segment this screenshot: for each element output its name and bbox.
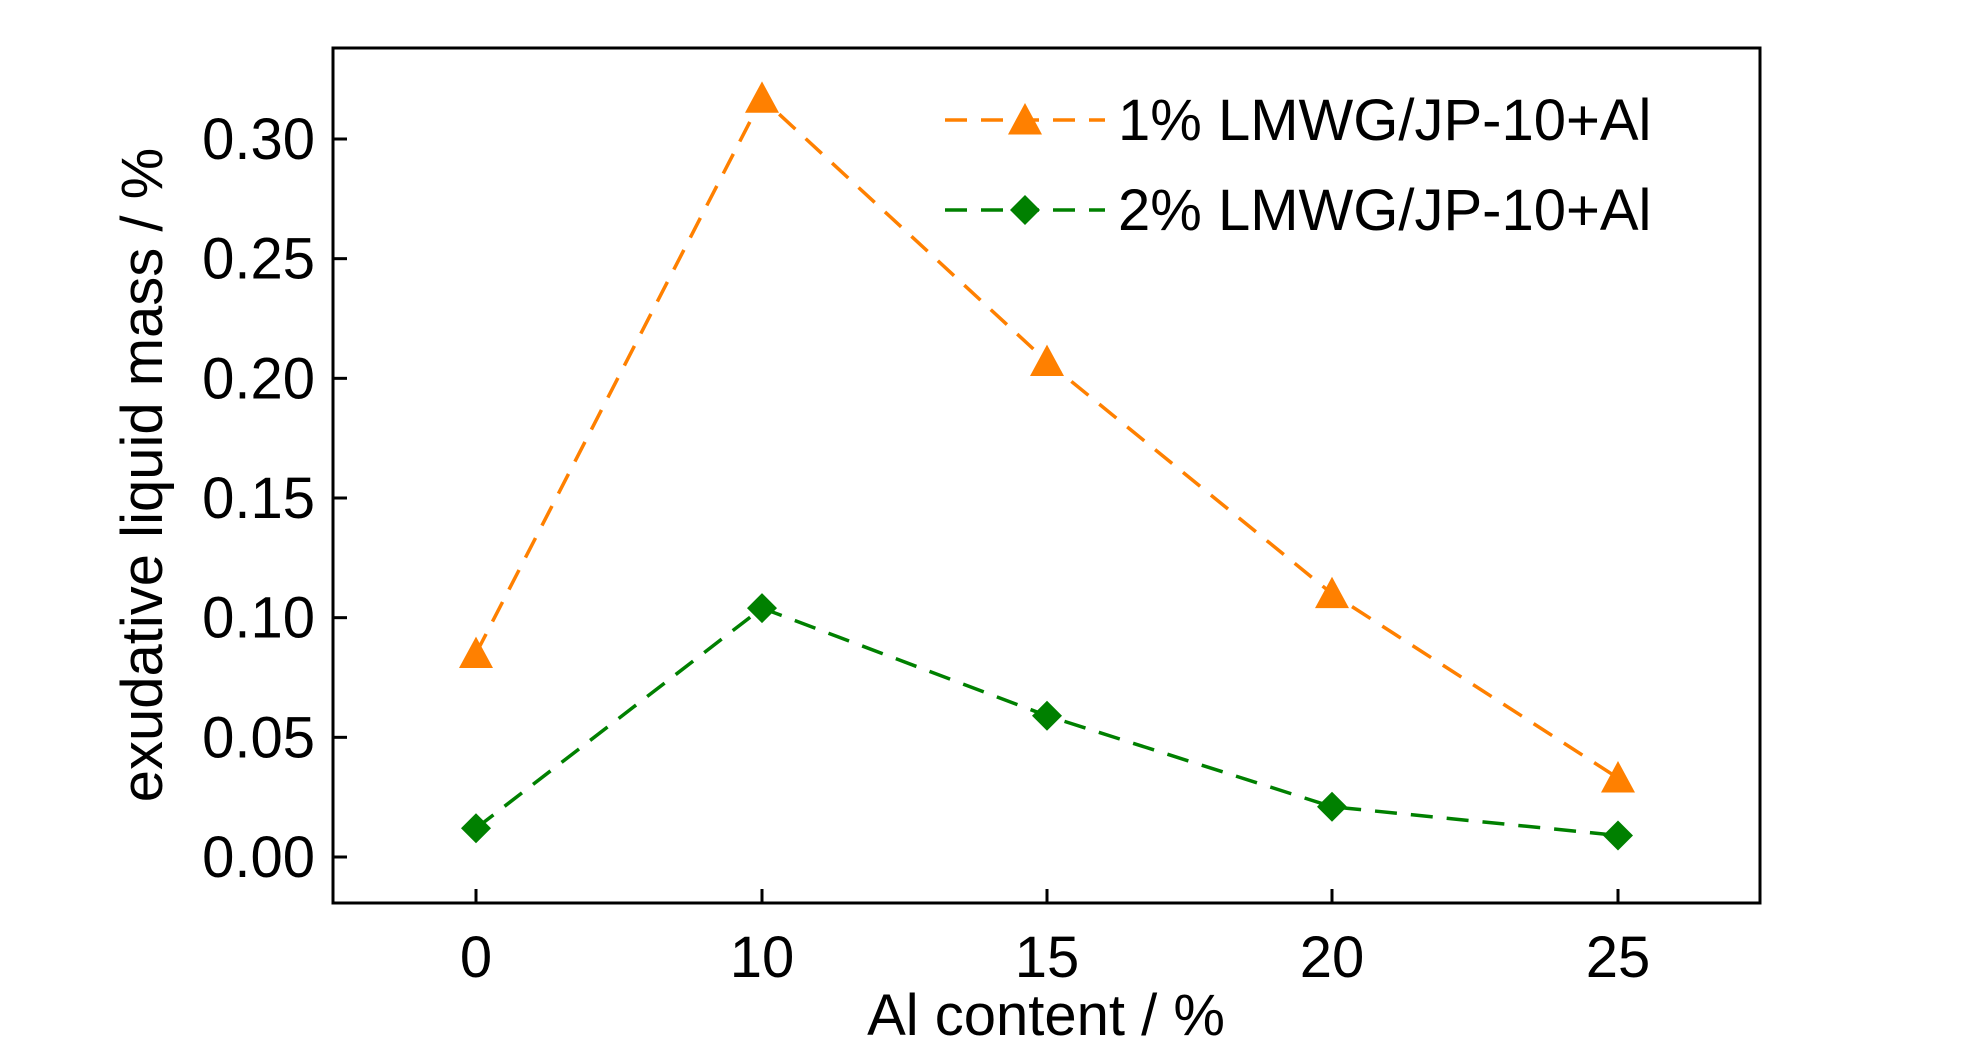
- y-tick-label: 0.05: [202, 705, 315, 770]
- legend-label: 1% LMWG/JP-10+Al: [1118, 88, 1651, 153]
- y-axis-ticks: 0.00 0.05 0.10 0.15 0.20 0.25 0.30: [202, 107, 347, 890]
- x-tick-label: 20: [1300, 925, 1365, 990]
- data-point-triangle: [459, 636, 493, 669]
- legend-marker-diamond: [1010, 195, 1040, 225]
- series-layer: [459, 81, 1635, 851]
- data-point-diamond: [1603, 820, 1633, 851]
- y-tick-label: 0.30: [202, 107, 315, 172]
- y-tick-label: 0.20: [202, 346, 315, 411]
- x-tick-label: 15: [1015, 925, 1080, 990]
- legend-marker-triangle: [1008, 103, 1042, 135]
- legend: 1% LMWG/JP-10+Al 2% LMWG/JP-10+Al: [945, 88, 1651, 243]
- legend-item-1: 1% LMWG/JP-10+Al: [945, 88, 1651, 153]
- x-tick-label: 25: [1586, 925, 1651, 990]
- data-point-diamond: [1032, 700, 1062, 731]
- y-tick-label: 0.15: [202, 466, 315, 531]
- legend-label: 2% LMWG/JP-10+Al: [1118, 178, 1651, 243]
- y-axis-title: exudative liquid mass / %: [110, 148, 175, 802]
- data-point-diamond: [461, 813, 491, 844]
- x-tick-label: 10: [730, 925, 795, 990]
- data-point-triangle: [1315, 576, 1349, 609]
- x-axis-ticks: 0 10 15 20 25: [460, 889, 1650, 990]
- y-tick-label: 0.00: [202, 825, 315, 890]
- x-tick-label: 0: [460, 925, 492, 990]
- legend-item-2: 2% LMWG/JP-10+Al: [945, 178, 1651, 243]
- y-tick-label: 0.25: [202, 227, 315, 292]
- data-point-triangle: [1030, 344, 1064, 377]
- data-point-diamond: [747, 593, 777, 624]
- x-axis-title: Al content / %: [867, 983, 1225, 1048]
- data-point-triangle: [745, 81, 779, 113]
- data-point-triangle: [1601, 761, 1635, 793]
- y-tick-label: 0.10: [202, 586, 315, 651]
- data-point-diamond: [1317, 791, 1347, 822]
